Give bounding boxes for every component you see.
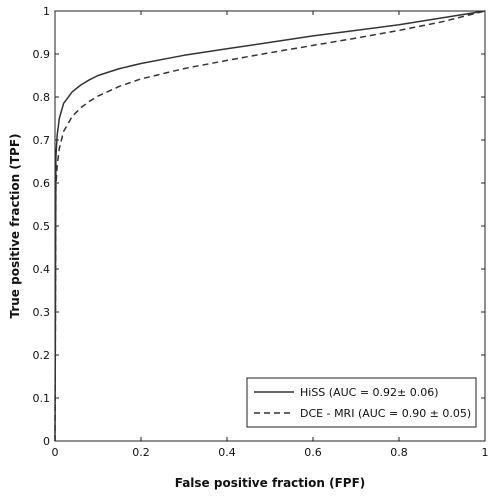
x-tick-label: 0.4 bbox=[218, 446, 236, 459]
legend-label-hiss: HiSS (AUC = 0.92± 0.06) bbox=[300, 386, 439, 399]
tick-labels: 0 0.2 0.4 0.6 0.8 1 0 0.1 0.2 0.3 0.4 0.5 0.6 0.7 0.8 0… bbox=[33, 5, 489, 459]
y-tick-label: 1 bbox=[43, 5, 50, 18]
x-tick-label: 0.8 bbox=[390, 446, 408, 459]
series-line-hiss bbox=[54, 10, 486, 442]
legend-label-dce-mri: DCE - MRI (AUC = 0.90 ± 0.05) bbox=[300, 407, 471, 420]
y-tick-label: 0.3 bbox=[33, 306, 51, 319]
y-tick-label: 0.4 bbox=[33, 263, 51, 276]
y-tick-label: 0 bbox=[43, 435, 50, 448]
legend-box bbox=[246, 377, 477, 428]
legend: HiSS (AUC = 0.92± 0.06) DCE - MRI (AUC =… bbox=[246, 377, 477, 428]
y-tick-label: 0.5 bbox=[33, 220, 51, 233]
y-tick-label: 0.2 bbox=[33, 349, 51, 362]
x-tick-label: 1 bbox=[482, 446, 489, 459]
x-tick-label: 0.6 bbox=[304, 446, 322, 459]
series-layer bbox=[54, 10, 486, 442]
x-axis-label: False positive fraction (FPF) bbox=[175, 476, 366, 490]
plot-area bbox=[54, 10, 486, 442]
y-tick-label: 0.9 bbox=[33, 48, 51, 61]
series-line-dce-mri bbox=[54, 10, 486, 442]
x-tick-label: 0.2 bbox=[132, 446, 150, 459]
x-tick-label: 0 bbox=[52, 446, 59, 459]
y-tick-label: 0.7 bbox=[33, 134, 51, 147]
y-tick-label: 0.6 bbox=[33, 177, 51, 190]
y-axis-label: True positive fraction (TPF) bbox=[8, 133, 22, 318]
y-tick-label: 0.1 bbox=[33, 392, 51, 405]
y-tick-label: 0.8 bbox=[33, 91, 51, 104]
